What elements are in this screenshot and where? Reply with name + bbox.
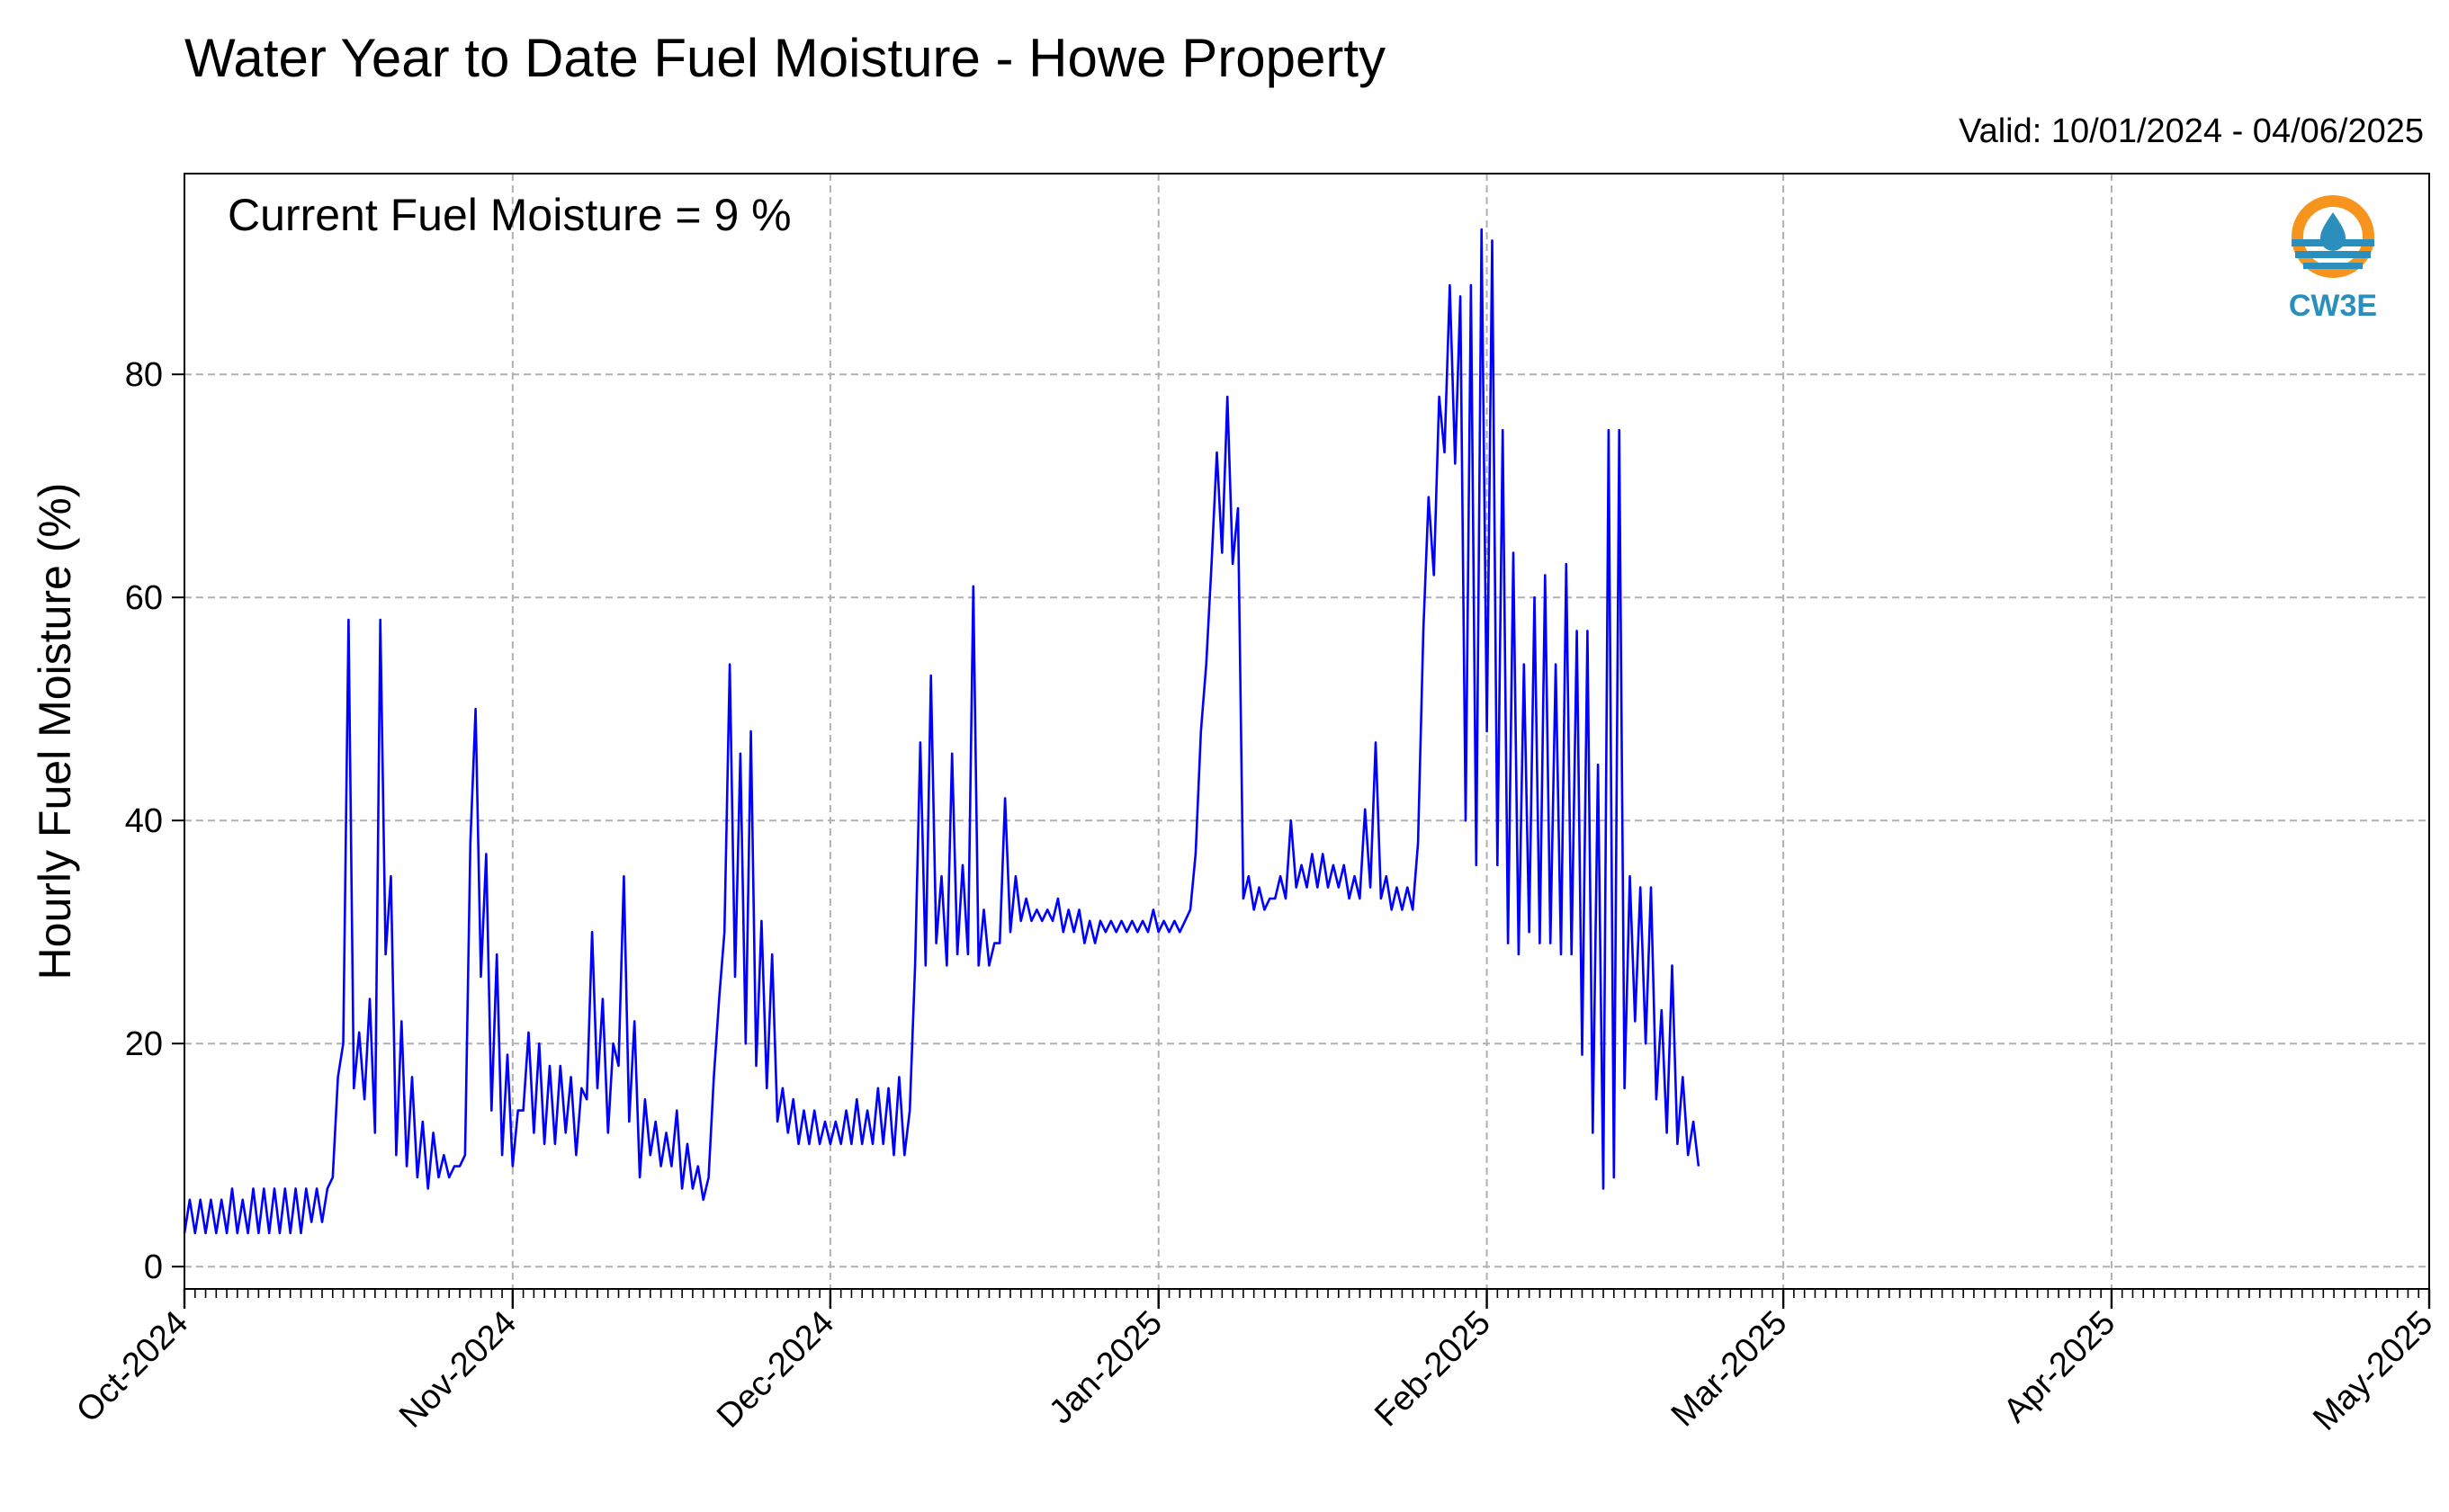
plot-area bbox=[184, 174, 2429, 1289]
x-tick-label: May-2025 bbox=[2306, 1304, 2440, 1438]
logo-wave-2 bbox=[2295, 251, 2371, 258]
y-tick-label: 40 bbox=[125, 802, 163, 840]
x-tick-label: Nov-2024 bbox=[392, 1304, 524, 1436]
logo-wave-3 bbox=[2303, 263, 2363, 269]
x-tick-label: Feb-2025 bbox=[1368, 1304, 1498, 1435]
grid-layer bbox=[184, 174, 2429, 1289]
y-tick-label: 0 bbox=[144, 1248, 163, 1286]
cw3e-logo: CW3E bbox=[2289, 195, 2377, 323]
x-tick-label: Mar-2025 bbox=[1664, 1304, 1795, 1435]
y-tick-label: 80 bbox=[125, 356, 163, 394]
logo-text: CW3E bbox=[2289, 289, 2377, 323]
current-fuel-moisture-label: Current Fuel Moisture = 9 % bbox=[228, 190, 792, 240]
x-tick-label: Apr-2025 bbox=[1996, 1304, 2122, 1430]
valid-date-range: Valid: 10/01/2024 - 04/06/2025 bbox=[1959, 112, 2424, 150]
x-tick-label: Dec-2024 bbox=[710, 1304, 841, 1436]
x-tick-label: Jan-2025 bbox=[1042, 1304, 1170, 1432]
logo-wave-1 bbox=[2292, 239, 2374, 246]
chart-title: Water Year to Date Fuel Moisture - Howe … bbox=[184, 28, 1386, 88]
y-tick-label: 60 bbox=[125, 579, 163, 617]
y-tick-label: 20 bbox=[125, 1025, 163, 1063]
x-tick-label: Oct-2024 bbox=[69, 1304, 195, 1430]
series-line-fuel-moisture bbox=[183, 228, 1700, 1235]
y-axis-label: Hourly Fuel Moisture (%) bbox=[30, 483, 80, 980]
